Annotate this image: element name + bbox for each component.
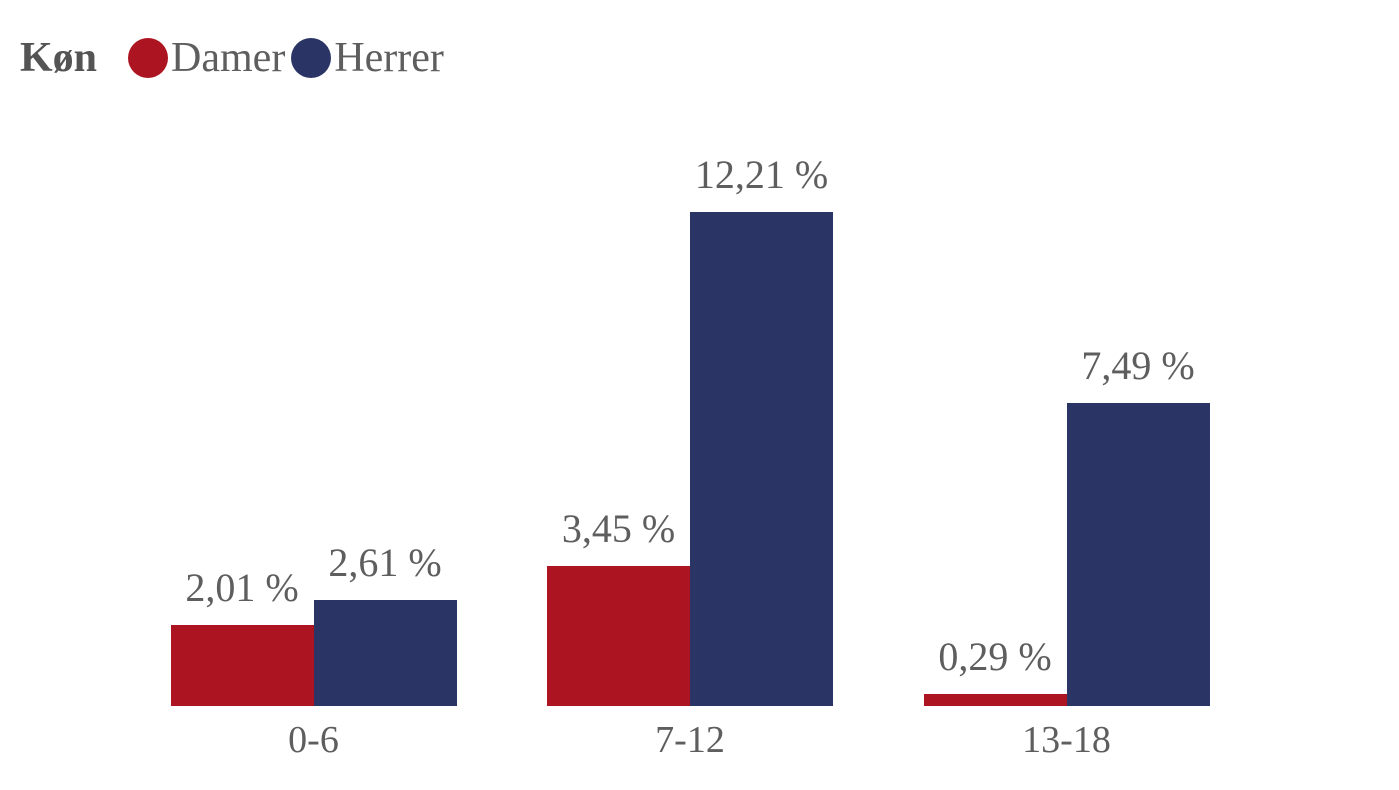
legend-item-herrer[interactable]: Herrer xyxy=(291,34,444,82)
value-label-herrer-0-6: 2,61 % xyxy=(328,540,442,585)
value-label-damer-13-18: 0,29 % xyxy=(938,634,1052,679)
herrer-color-dot-icon xyxy=(291,38,332,78)
bar-damer-13-18[interactable] xyxy=(923,694,1067,706)
damer-color-dot-icon xyxy=(128,38,169,78)
value-label-damer-0-6: 2,01 % xyxy=(185,565,299,610)
bar-herrer-13-18[interactable] xyxy=(1066,403,1210,706)
category-label-13-18: 13-18 xyxy=(1022,719,1111,761)
legend-item-damer-label: Damer xyxy=(171,35,286,81)
value-label-herrer-7-12: 12,21 % xyxy=(694,152,829,197)
value-label-herrer-13-18: 7,49 % xyxy=(1081,343,1195,388)
bar-herrer-0-6[interactable] xyxy=(313,600,457,706)
bar-herrer-7-12[interactable] xyxy=(690,212,833,706)
legend-item-damer[interactable]: Damer xyxy=(128,34,285,82)
legend-item-herrer-label: Herrer xyxy=(334,35,444,81)
bar-damer-0-6[interactable] xyxy=(170,625,314,706)
bar-damer-7-12[interactable] xyxy=(547,566,690,706)
legend-title: Køn xyxy=(20,35,98,81)
category-label-0-6: 0-6 xyxy=(288,719,339,761)
legend: Køn Damer Herrer xyxy=(20,30,450,86)
category-label-7-12: 7-12 xyxy=(655,719,725,761)
value-label-damer-7-12: 3,45 % xyxy=(561,506,676,551)
